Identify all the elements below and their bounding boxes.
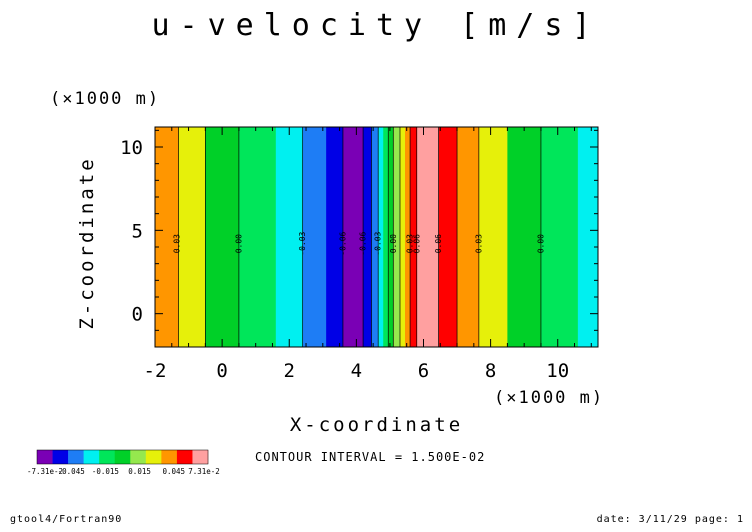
x-tick-label: 10 — [546, 360, 569, 382]
colorbar-swatch — [99, 450, 116, 464]
colorbar-swatch — [192, 450, 209, 464]
color-band — [383, 127, 389, 347]
contour-label: 0.00 — [234, 234, 243, 253]
x-unit-label: (×1000 m) — [494, 388, 604, 408]
color-band — [155, 127, 179, 347]
x-tick-label: 4 — [351, 360, 362, 382]
colorbar-swatch — [145, 450, 162, 464]
x-tick-label: 2 — [284, 360, 295, 382]
colorbar-frame — [36, 449, 209, 465]
color-band — [410, 127, 418, 347]
x-tick-label: -2 — [144, 360, 167, 382]
contour-label: 0.03 — [172, 234, 181, 253]
color-band — [399, 127, 406, 347]
x-tick-label: 6 — [418, 360, 429, 382]
contour-label: 0.06 — [412, 234, 421, 253]
contour-label: 0.00 — [389, 234, 398, 253]
color-band — [302, 127, 327, 347]
color-band — [371, 127, 379, 347]
plot-frame — [154, 126, 599, 348]
colorbar-swatch — [83, 450, 100, 464]
footer-date-label: date: 3/11/29 page: 1 — [596, 514, 744, 525]
contour-label: -0.06 — [359, 231, 368, 255]
colorbar-swatch — [37, 450, 53, 464]
chart-title: u-velocity [m/s] — [151, 8, 601, 43]
colorbar-swatch — [68, 450, 84, 464]
colorbar-tick-label: 0.015 — [128, 467, 151, 476]
x-axis-label: X-coordinate — [290, 414, 463, 436]
colorbar-tick-label: -0.015 — [92, 467, 119, 476]
color-band — [342, 127, 364, 347]
color-band — [205, 127, 240, 347]
y-axis-label: Z-coordinate — [76, 156, 98, 329]
y-tick-label: 0 — [132, 304, 143, 326]
colorbar-swatch — [176, 450, 193, 464]
contour-label: -0.03 — [298, 231, 307, 255]
y-tick-label: 10 — [120, 137, 143, 159]
y-unit-label: (×1000 m) — [50, 89, 160, 109]
x-tick-label: 0 — [216, 360, 227, 382]
contour-label: 0.03 — [406, 234, 415, 253]
color-band — [326, 127, 344, 347]
contour-interval-text: CONTOUR INTERVAL = 1.500E-02 — [255, 450, 486, 464]
colorbar-tick-label: -7.31e-2 — [27, 467, 63, 476]
color-band — [478, 127, 508, 347]
colorbar-tick-label: -0.045 — [58, 467, 85, 476]
color-band — [457, 127, 480, 347]
color-band — [238, 127, 277, 347]
x-tick-label: 8 — [485, 360, 496, 382]
footer-software-label: gtool4/Fortran90 — [10, 514, 123, 525]
contour-label: 0.00 — [536, 234, 545, 253]
colorbar-swatch — [114, 450, 131, 464]
color-band — [405, 127, 411, 347]
colorbar-tick-label: 0.045 — [163, 467, 186, 476]
color-band — [540, 127, 579, 347]
color-band — [393, 127, 401, 347]
colorbar-tick-label: 7.31e-2 — [188, 467, 220, 476]
contour-label: -0.03 — [374, 231, 383, 255]
contour-label: 0.06 — [434, 234, 443, 253]
color-band — [416, 127, 439, 347]
color-band — [438, 127, 458, 347]
contour-label: -0.06 — [338, 231, 347, 255]
colorbar-swatch — [161, 450, 178, 464]
color-band — [507, 127, 542, 347]
color-band — [275, 127, 304, 347]
contour-label: 0.03 — [474, 234, 483, 253]
color-band — [178, 127, 206, 347]
color-band — [378, 127, 384, 347]
colorbar-swatch — [130, 450, 147, 464]
color-band — [577, 127, 599, 347]
color-band — [388, 127, 394, 347]
y-tick-label: 5 — [132, 220, 143, 242]
colorbar-swatch — [52, 450, 69, 464]
color-band — [363, 127, 372, 347]
